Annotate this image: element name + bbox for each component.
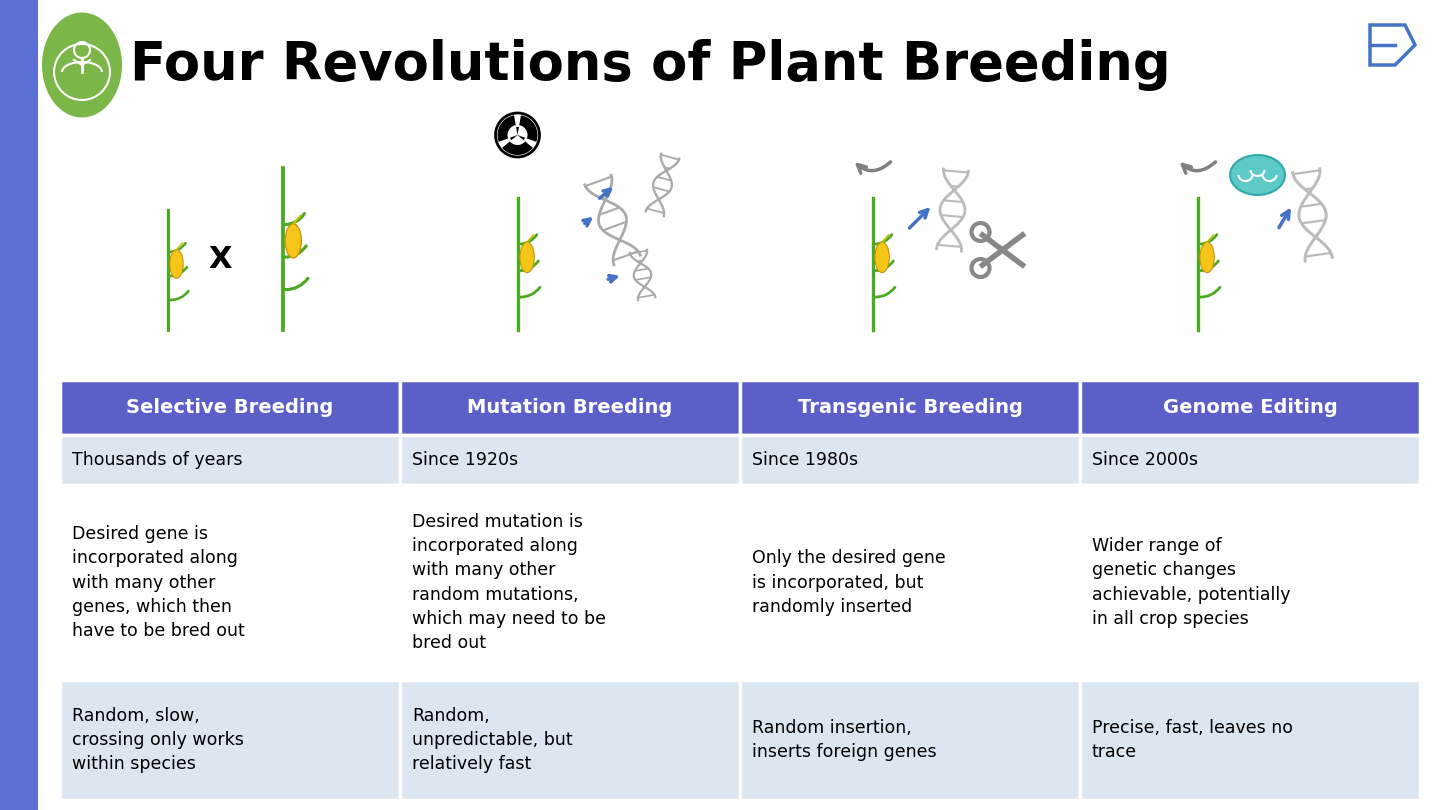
Text: Since 2000s: Since 2000s: [1092, 451, 1198, 469]
Text: Random, slow,
crossing only works
within species: Random, slow, crossing only works within…: [72, 706, 243, 774]
Text: Desired gene is
incorporated along
with many other
genes, which then
have to be : Desired gene is incorporated along with …: [72, 525, 245, 640]
Wedge shape: [517, 126, 527, 139]
Bar: [60, 435, 400, 485]
Text: Selective Breeding: Selective Breeding: [127, 398, 334, 417]
Bar: [60, 680, 400, 800]
Text: Desired mutation is
incorporated along
with many other
random mutations,
which m: Desired mutation is incorporated along w…: [412, 513, 606, 652]
Text: Mutation Breeding: Mutation Breeding: [468, 398, 672, 417]
Circle shape: [510, 127, 526, 143]
Bar: [1080, 435, 1420, 485]
Bar: [60, 380, 400, 435]
Wedge shape: [507, 126, 517, 139]
Ellipse shape: [1230, 155, 1284, 195]
Bar: [740, 435, 1080, 485]
Bar: [60, 485, 400, 680]
Ellipse shape: [42, 12, 122, 117]
Bar: [1080, 380, 1420, 435]
Text: Random,
unpredictable, but
relatively fast: Random, unpredictable, but relatively fa…: [412, 706, 573, 774]
Ellipse shape: [170, 249, 183, 279]
Wedge shape: [503, 135, 533, 155]
Wedge shape: [517, 115, 537, 142]
Text: Since 1920s: Since 1920s: [412, 451, 518, 469]
Bar: [1080, 485, 1420, 680]
Ellipse shape: [876, 242, 890, 273]
Text: Genome Editing: Genome Editing: [1162, 398, 1338, 417]
Bar: [400, 485, 740, 680]
Text: Random insertion,
inserts foreign genes: Random insertion, inserts foreign genes: [752, 718, 936, 761]
Circle shape: [495, 113, 540, 157]
Text: X: X: [209, 245, 232, 275]
Bar: [1080, 680, 1420, 800]
Bar: [0, 0, 37, 810]
Bar: [740, 485, 1080, 680]
Bar: [400, 435, 740, 485]
Ellipse shape: [520, 242, 534, 273]
Ellipse shape: [1200, 242, 1214, 273]
Wedge shape: [510, 135, 526, 145]
Text: Transgenic Breeding: Transgenic Breeding: [798, 398, 1022, 417]
Ellipse shape: [285, 224, 301, 258]
Bar: [400, 380, 740, 435]
Bar: [400, 680, 740, 800]
Text: Precise, fast, leaves no
trace: Precise, fast, leaves no trace: [1092, 718, 1293, 761]
Text: Since 1980s: Since 1980s: [752, 451, 858, 469]
Text: Wider range of
genetic changes
achievable, potentially
in all crop species: Wider range of genetic changes achievabl…: [1092, 537, 1290, 628]
Wedge shape: [497, 115, 517, 142]
Text: Thousands of years: Thousands of years: [72, 451, 242, 469]
Text: Four Revolutions of Plant Breeding: Four Revolutions of Plant Breeding: [130, 39, 1171, 91]
Text: Only the desired gene
is incorporated, but
randomly inserted: Only the desired gene is incorporated, b…: [752, 549, 946, 616]
Bar: [740, 680, 1080, 800]
Bar: [740, 380, 1080, 435]
